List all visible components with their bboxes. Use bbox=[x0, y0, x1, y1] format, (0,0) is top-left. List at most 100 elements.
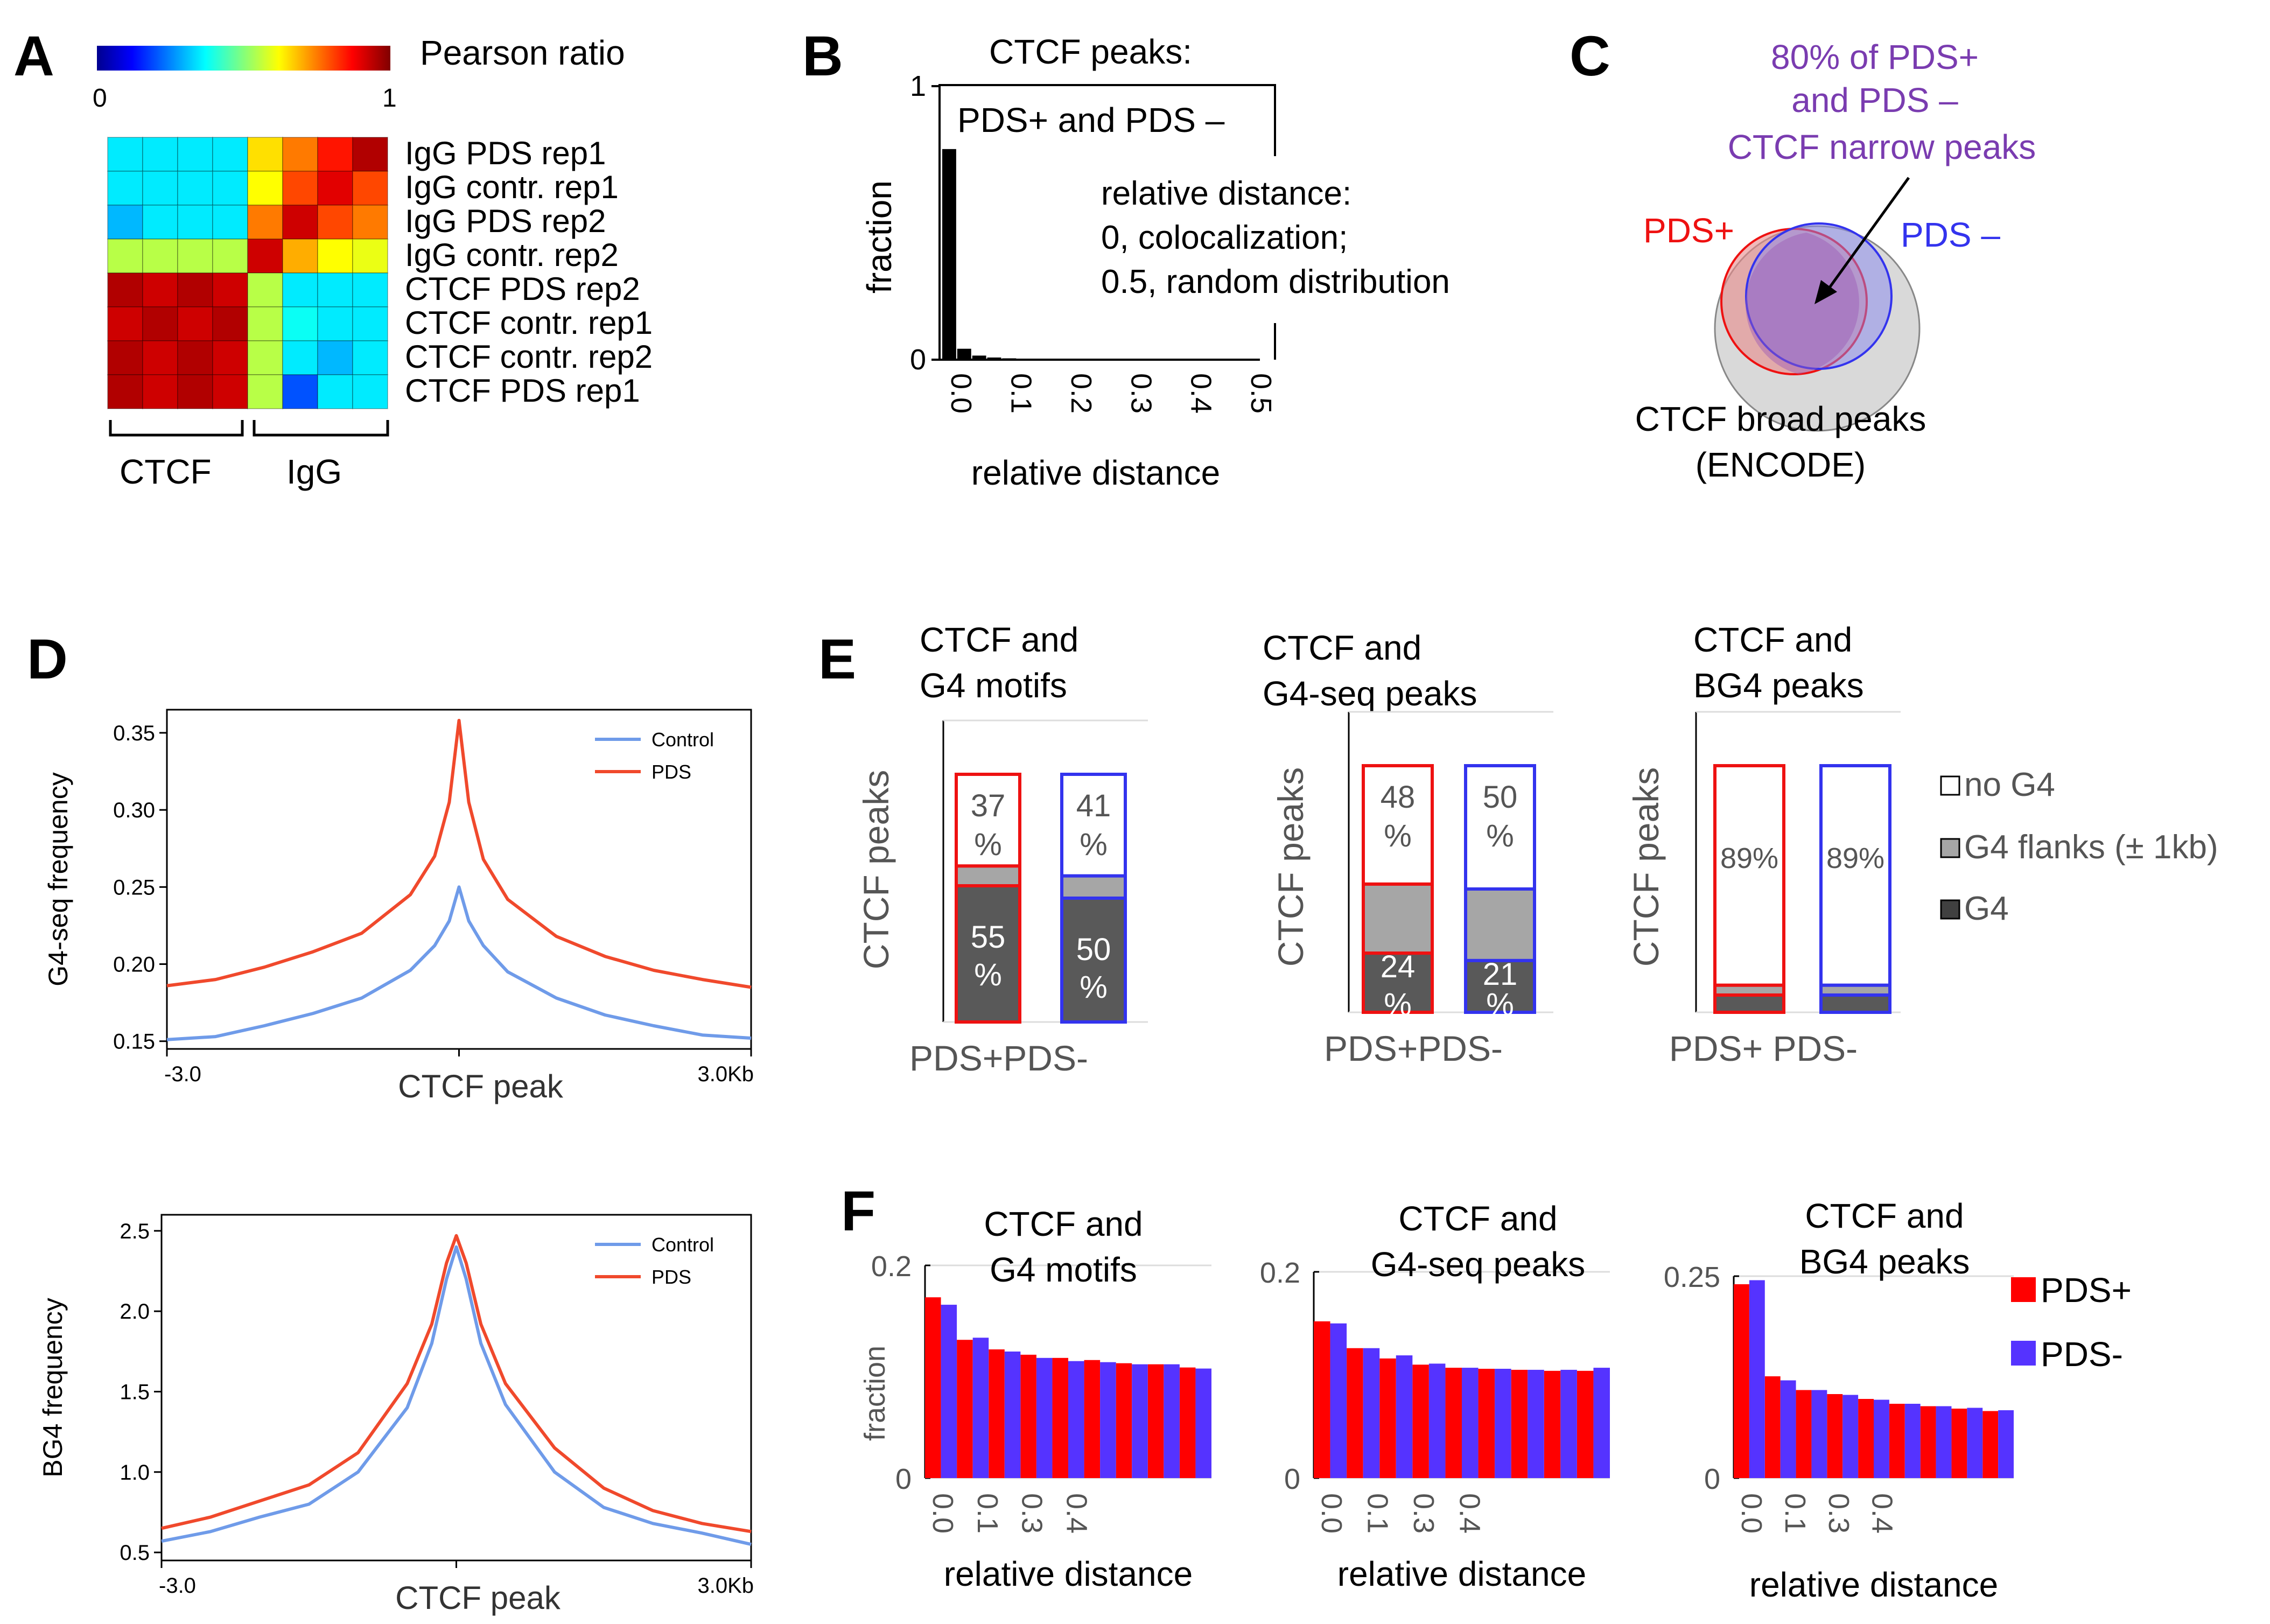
heatmap-cell bbox=[212, 239, 248, 274]
f-bar bbox=[1951, 1409, 1967, 1478]
b-bar bbox=[1002, 358, 1017, 360]
heatmap-cell bbox=[282, 205, 318, 240]
f-bar bbox=[1164, 1364, 1180, 1478]
f-bar bbox=[1412, 1364, 1429, 1478]
f-bar bbox=[1195, 1368, 1211, 1478]
f-bar bbox=[989, 1349, 1005, 1478]
d-x-right: 3.0Kb bbox=[697, 1062, 754, 1086]
e-bar-g4 bbox=[955, 884, 1021, 1024]
heatmap-cell bbox=[352, 171, 388, 206]
d-y-tick-label: 0.15 bbox=[113, 1030, 155, 1054]
d-y-tick-label: 2.0 bbox=[120, 1300, 150, 1324]
f-x-tick-label: 0.4 bbox=[1454, 1493, 1486, 1534]
f-bar bbox=[1330, 1323, 1347, 1478]
legend-e-swatch-g4 bbox=[1940, 899, 1960, 920]
d-y-label: G4-seq frequency bbox=[43, 772, 73, 986]
heatmap-cell bbox=[142, 306, 178, 341]
f-bar bbox=[1811, 1390, 1827, 1478]
e-bar-nog4 bbox=[1819, 764, 1891, 987]
f-x-label: relative distance bbox=[1749, 1565, 1998, 1604]
b-x-tick-label: 0.4 bbox=[1185, 373, 1217, 414]
d-y-tick-label: 0.35 bbox=[113, 722, 155, 745]
e-y-label: CTCF peaks bbox=[1626, 767, 1666, 967]
e-bar-nog4 bbox=[955, 773, 1021, 868]
heatmap-cell bbox=[247, 205, 283, 240]
e-bar-flank bbox=[1362, 882, 1434, 955]
f-bar bbox=[1936, 1406, 1952, 1478]
d-y-tick-label: 2.5 bbox=[120, 1220, 150, 1243]
heatmap-cell bbox=[282, 137, 318, 172]
e-label-nog4: 48 bbox=[1381, 780, 1416, 815]
panel-b-title: CTCF peaks: bbox=[989, 32, 1192, 71]
legend-e-g4: G4 bbox=[1964, 890, 2009, 927]
heatmap-cell bbox=[317, 374, 353, 409]
e-label-nog4: 41 bbox=[1076, 788, 1111, 823]
f-x-label: relative distance bbox=[1337, 1555, 1586, 1593]
b-bar bbox=[972, 355, 986, 360]
heatmap-cell bbox=[177, 306, 213, 341]
panel-letter-c: C bbox=[1570, 25, 1610, 88]
f-bar bbox=[1827, 1394, 1843, 1478]
e-label-nog4: 50 bbox=[1483, 780, 1518, 815]
e-label-nog4: 89% bbox=[1826, 842, 1884, 874]
legend-e-flank: G4 flanks (± 1kb) bbox=[1964, 829, 2218, 866]
heatmap-cell bbox=[142, 272, 178, 307]
f-bar bbox=[1560, 1369, 1577, 1478]
f-bar bbox=[1967, 1408, 1983, 1478]
heatmap-cell bbox=[247, 340, 283, 375]
b-x-tick-label: 0.2 bbox=[1065, 373, 1097, 414]
panel-b-annotation-3: 0.5, random distribution bbox=[1101, 263, 1450, 300]
d-x-left: -3.0 bbox=[159, 1574, 196, 1598]
heatmap-cell bbox=[352, 272, 388, 307]
f-bar bbox=[1495, 1369, 1511, 1478]
f-bar bbox=[957, 1340, 973, 1478]
e-y-label: CTCF peaks bbox=[856, 770, 896, 969]
f-title-line: CTCF and bbox=[1805, 1196, 1964, 1235]
d-x-label: CTCF peak bbox=[395, 1580, 561, 1616]
f-x-tick-label: 0.3 bbox=[1016, 1493, 1048, 1534]
f-bar bbox=[1544, 1370, 1561, 1478]
heatmap-row-label: CTCF PDS rep2 bbox=[405, 271, 640, 307]
heatmap-cell bbox=[352, 340, 388, 375]
e-bar-nog4 bbox=[1362, 764, 1434, 886]
e-label-g4: 21 bbox=[1483, 957, 1518, 992]
f-x-tick-label: 0.3 bbox=[1407, 1493, 1440, 1534]
f-bar bbox=[1734, 1284, 1749, 1478]
e-title-line: CTCF and bbox=[920, 620, 1078, 659]
f-bar bbox=[1363, 1348, 1380, 1478]
e-label-g4-pct: % bbox=[1486, 987, 1514, 1022]
e-title-line: BG4 peaks bbox=[1693, 666, 1864, 705]
colorbar-label: Pearson ratio bbox=[420, 33, 625, 72]
d-y-tick-label: 0.5 bbox=[120, 1541, 150, 1565]
heatmap-cell bbox=[317, 272, 353, 307]
d-y-label: BG4 frequency bbox=[38, 1298, 68, 1478]
e-label-g4: 24 bbox=[1381, 949, 1416, 984]
b-bar bbox=[987, 357, 1001, 360]
heatmap-cell bbox=[247, 374, 283, 409]
legend-f-swatch-pds-plus bbox=[2011, 1277, 2036, 1302]
chart-d-g4seq: 0.15 0.20 0.25 0.30 0.35 -3.0 3.0Kb CTCF peak G4… bbox=[43, 709, 754, 1104]
e-label-g4-pct: % bbox=[974, 957, 1002, 992]
f-y-tick-label: 0.2 bbox=[1260, 1257, 1300, 1289]
panel-e: E CTCF and G4 motifs CTCF peaks PDS+PDS- 37%… bbox=[818, 620, 2218, 1078]
f-bar bbox=[1842, 1395, 1859, 1478]
f-x-label: relative distance bbox=[944, 1555, 1193, 1593]
f-bar bbox=[941, 1305, 957, 1478]
d-legend-label: Control bbox=[651, 729, 714, 751]
f-bar bbox=[1593, 1368, 1610, 1478]
heatmap-cell bbox=[177, 137, 213, 172]
heatmap-cell bbox=[107, 137, 143, 172]
heatmap-row-label: IgG contr. rep1 bbox=[405, 169, 619, 205]
heatmap-row-label: IgG contr. rep2 bbox=[405, 237, 619, 273]
heatmap-cell bbox=[212, 272, 248, 307]
e-title-line: G4-seq peaks bbox=[1263, 674, 1477, 713]
heatmap-cell bbox=[142, 239, 178, 274]
f-bar bbox=[1889, 1404, 1905, 1478]
f-x-tick-label: 0.1 bbox=[1779, 1493, 1811, 1534]
heatmap-cell bbox=[107, 306, 143, 341]
d-series-line bbox=[166, 719, 752, 989]
f-bar bbox=[1577, 1370, 1594, 1478]
f-bar bbox=[1858, 1399, 1874, 1478]
